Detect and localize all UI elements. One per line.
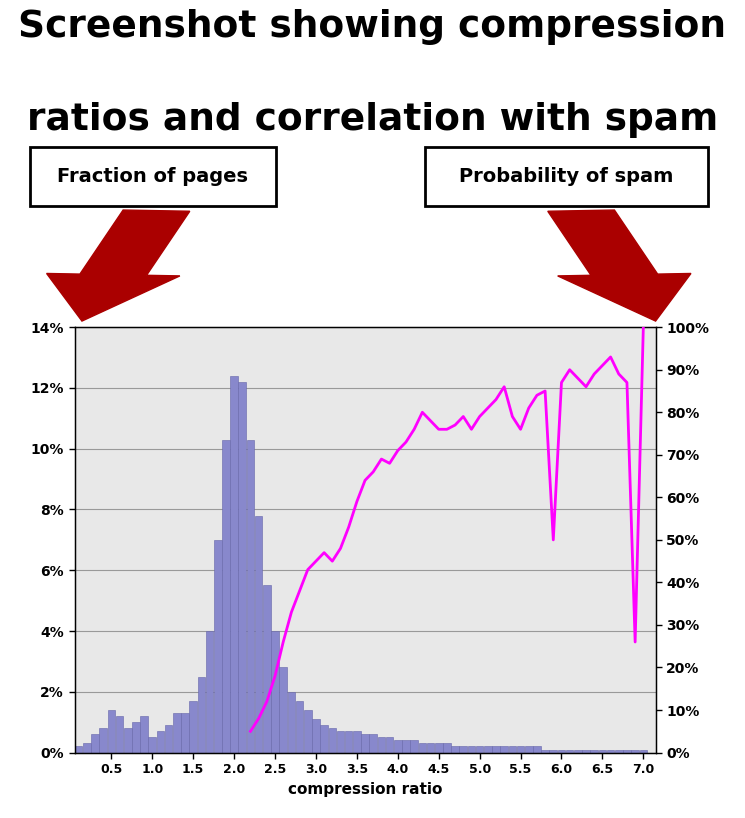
Bar [337, 731, 344, 753]
Bar [566, 749, 574, 753]
Text: Fraction of pages: Fraction of pages [57, 167, 248, 186]
Bar [279, 667, 287, 753]
Bar [558, 749, 565, 753]
Bar [501, 747, 508, 753]
Text: Probability of spam: Probability of spam [459, 167, 673, 186]
Bar [451, 747, 459, 753]
Bar [107, 710, 115, 753]
Bar [329, 728, 336, 753]
Bar [214, 540, 221, 753]
Bar [525, 747, 533, 753]
Bar [247, 439, 254, 753]
Bar [99, 728, 107, 753]
Bar [312, 719, 320, 753]
Bar [427, 744, 434, 753]
Text: Screenshot showing compression: Screenshot showing compression [19, 8, 726, 44]
Bar [443, 744, 451, 753]
Polygon shape [548, 210, 691, 321]
Bar [402, 740, 410, 753]
Bar [353, 731, 361, 753]
FancyBboxPatch shape [30, 146, 276, 206]
Bar [542, 749, 549, 753]
Bar [222, 439, 229, 753]
Bar [492, 747, 500, 753]
Bar [574, 749, 582, 753]
Bar [419, 744, 426, 753]
Bar [181, 713, 188, 753]
Bar [370, 735, 377, 753]
Bar [615, 749, 623, 753]
Bar [189, 701, 197, 753]
Bar [288, 692, 295, 753]
Bar [583, 749, 590, 753]
Bar [255, 515, 262, 753]
FancyBboxPatch shape [425, 146, 708, 206]
Bar [345, 731, 352, 753]
Bar [140, 716, 148, 753]
Bar [484, 747, 492, 753]
Bar [361, 735, 369, 753]
Bar [410, 740, 418, 753]
Bar [115, 716, 124, 753]
Bar [468, 747, 475, 753]
Bar [173, 713, 180, 753]
Bar [623, 749, 631, 753]
Bar [509, 747, 516, 753]
Bar [386, 737, 393, 753]
Bar [148, 737, 156, 753]
Bar [238, 382, 246, 753]
Bar [435, 744, 443, 753]
Bar [394, 740, 402, 753]
Bar [197, 676, 205, 753]
Bar [124, 728, 132, 753]
Bar [165, 726, 172, 753]
Bar [296, 701, 303, 753]
Bar [132, 722, 140, 753]
Text: ratios and correlation with spam: ratios and correlation with spam [27, 102, 718, 138]
Bar [320, 726, 328, 753]
Bar [83, 744, 91, 753]
Bar [533, 747, 541, 753]
Bar [606, 749, 615, 753]
Bar [271, 631, 279, 753]
Bar [460, 747, 467, 753]
Bar [639, 749, 647, 753]
Polygon shape [47, 210, 190, 321]
Bar [590, 749, 598, 753]
Bar [378, 737, 385, 753]
Bar [263, 586, 270, 753]
Bar [304, 710, 311, 753]
Bar [91, 735, 99, 753]
X-axis label: compression ratio: compression ratio [288, 781, 443, 797]
Bar [206, 631, 213, 753]
Bar [550, 749, 557, 753]
Bar [476, 747, 484, 753]
Bar [74, 747, 83, 753]
Bar [156, 731, 164, 753]
Bar [230, 375, 238, 753]
Bar [517, 747, 524, 753]
Bar [598, 749, 606, 753]
Bar [631, 749, 639, 753]
